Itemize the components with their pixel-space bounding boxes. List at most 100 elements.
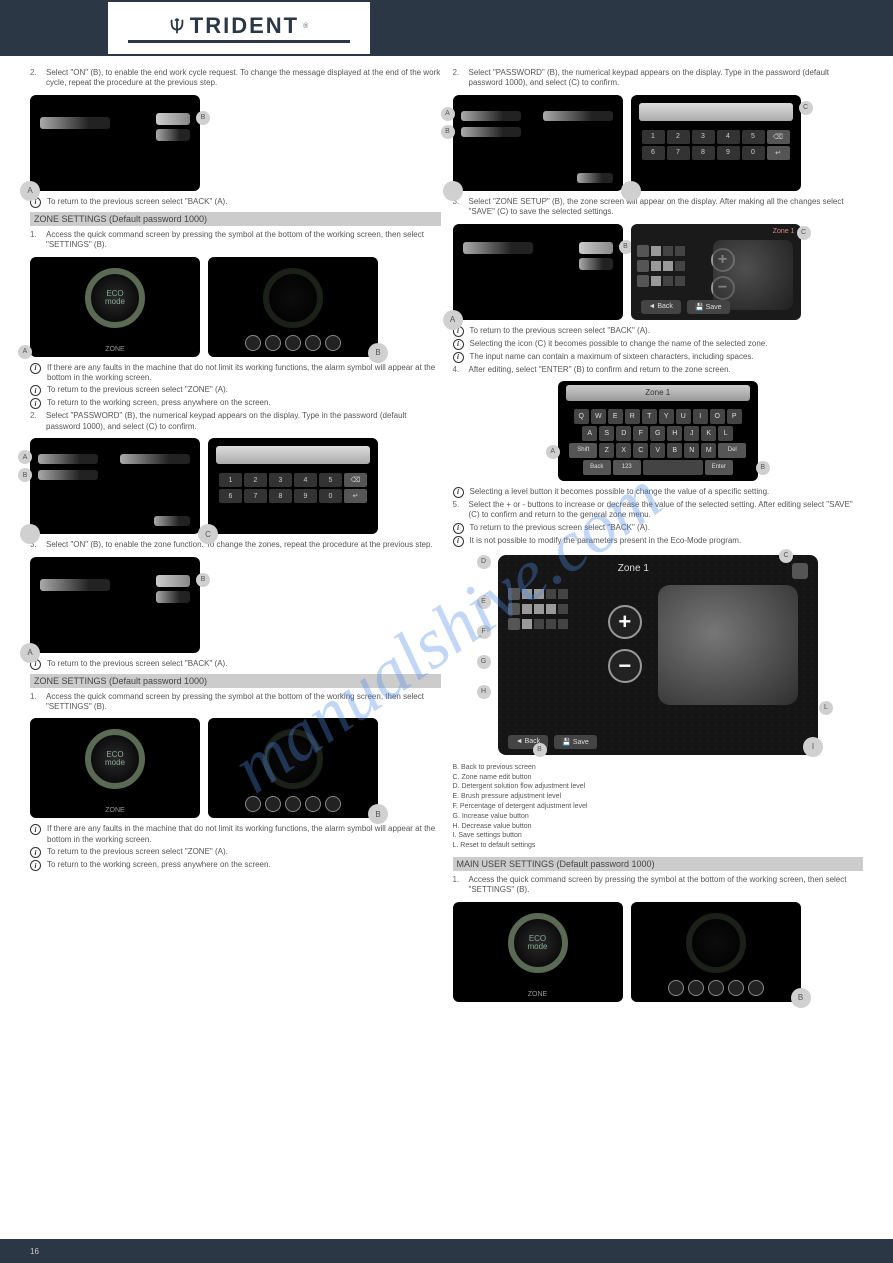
key[interactable]: 8 xyxy=(269,489,292,503)
pw-field[interactable] xyxy=(216,446,370,464)
level-box[interactable] xyxy=(663,276,673,286)
qkey[interactable]: O xyxy=(710,409,725,424)
key[interactable]: 6 xyxy=(219,489,242,503)
toggle[interactable] xyxy=(156,591,190,603)
quick-btn[interactable] xyxy=(688,980,704,996)
key-backspace[interactable]: ⌫ xyxy=(344,473,367,487)
level-box[interactable] xyxy=(546,604,556,614)
level-box[interactable] xyxy=(651,261,661,271)
menu-item[interactable] xyxy=(120,454,190,464)
qkey-123[interactable]: 123 xyxy=(613,460,641,475)
level-box[interactable] xyxy=(522,589,532,599)
back-button[interactable]: ◄ Back xyxy=(641,300,681,314)
key[interactable]: 1 xyxy=(219,473,242,487)
key-enter[interactable]: ↵ xyxy=(344,489,367,503)
level-box[interactable] xyxy=(663,246,673,256)
qkey[interactable]: W xyxy=(591,409,606,424)
qkey[interactable]: K xyxy=(701,426,716,441)
qkey[interactable]: I xyxy=(693,409,708,424)
key[interactable]: 3 xyxy=(269,473,292,487)
plus-button[interactable]: + xyxy=(608,605,642,639)
qkey[interactable]: P xyxy=(727,409,742,424)
level-box[interactable] xyxy=(522,604,532,614)
level-box[interactable] xyxy=(534,604,544,614)
quick-btn[interactable] xyxy=(245,796,261,812)
quick-btn[interactable] xyxy=(728,980,744,996)
level-box[interactable] xyxy=(558,619,568,629)
qkey[interactable]: X xyxy=(616,443,631,458)
key[interactable]: 8 xyxy=(692,146,715,160)
key[interactable]: 0 xyxy=(742,146,765,160)
edit-icon[interactable] xyxy=(792,563,808,579)
qkey[interactable]: V xyxy=(650,443,665,458)
minus-button[interactable]: − xyxy=(608,649,642,683)
key[interactable]: 2 xyxy=(244,473,267,487)
level-box[interactable] xyxy=(558,604,568,614)
level-box[interactable] xyxy=(651,246,661,256)
qkey[interactable]: C xyxy=(633,443,648,458)
toggle[interactable] xyxy=(156,575,190,587)
key[interactable]: 5 xyxy=(742,130,765,144)
qkey[interactable]: E xyxy=(608,409,623,424)
qkey[interactable]: A xyxy=(582,426,597,441)
level-box[interactable] xyxy=(546,589,556,599)
menu-btn[interactable] xyxy=(577,173,613,183)
quick-btn[interactable] xyxy=(265,796,281,812)
quick-btn[interactable] xyxy=(305,335,321,351)
key[interactable]: 1 xyxy=(642,130,665,144)
qkey-shift[interactable]: Shift xyxy=(569,443,597,458)
qkey-del[interactable]: Del xyxy=(718,443,746,458)
qkey[interactable]: T xyxy=(642,409,657,424)
qkey[interactable]: M xyxy=(701,443,716,458)
quick-btn[interactable] xyxy=(285,796,301,812)
qkey[interactable]: J xyxy=(684,426,699,441)
key[interactable]: 7 xyxy=(667,146,690,160)
key[interactable]: 7 xyxy=(244,489,267,503)
level-box[interactable] xyxy=(534,589,544,599)
key[interactable]: 4 xyxy=(717,130,740,144)
quick-btn[interactable] xyxy=(265,335,281,351)
level-box[interactable] xyxy=(546,619,556,629)
qkey[interactable]: D xyxy=(616,426,631,441)
qkey-back[interactable]: Back xyxy=(583,460,611,475)
level-box[interactable] xyxy=(675,276,685,286)
qkey[interactable]: Z xyxy=(599,443,614,458)
qkey[interactable]: U xyxy=(676,409,691,424)
toggle-on[interactable] xyxy=(156,113,190,125)
key[interactable]: 3 xyxy=(692,130,715,144)
quick-btn[interactable] xyxy=(285,335,301,351)
settings-btn[interactable] xyxy=(325,796,341,812)
qkey[interactable]: N xyxy=(684,443,699,458)
save-button[interactable]: 💾 Save xyxy=(687,300,730,314)
qkey[interactable]: L xyxy=(718,426,733,441)
key[interactable]: 9 xyxy=(294,489,317,503)
key[interactable]: 2 xyxy=(667,130,690,144)
key[interactable]: 5 xyxy=(319,473,342,487)
level-box[interactable] xyxy=(651,276,661,286)
toggle[interactable] xyxy=(579,258,613,270)
key-enter[interactable]: ↵ xyxy=(767,146,790,160)
qkey[interactable]: R xyxy=(625,409,640,424)
settings-btn[interactable] xyxy=(748,980,764,996)
key-backspace[interactable]: ⌫ xyxy=(767,130,790,144)
menu-item[interactable] xyxy=(543,111,613,121)
qkey[interactable]: B xyxy=(667,443,682,458)
qkey[interactable]: Q xyxy=(574,409,589,424)
pw-field[interactable] xyxy=(639,103,793,121)
save-button[interactable]: 💾 Save xyxy=(554,735,597,749)
quick-btn[interactable] xyxy=(668,980,684,996)
qkey-enter[interactable]: Enter xyxy=(705,460,733,475)
qkey-space[interactable] xyxy=(643,460,703,475)
quick-btn[interactable] xyxy=(245,335,261,351)
menu-btn[interactable] xyxy=(154,516,190,526)
key[interactable]: 0 xyxy=(319,489,342,503)
qkey[interactable]: F xyxy=(633,426,648,441)
settings-btn[interactable] xyxy=(325,335,341,351)
qkey[interactable]: G xyxy=(650,426,665,441)
toggle-off[interactable] xyxy=(156,129,190,141)
zone-name-field[interactable]: Zone 1 xyxy=(566,385,750,401)
level-box[interactable] xyxy=(675,261,685,271)
level-box[interactable] xyxy=(534,619,544,629)
quick-btn[interactable] xyxy=(305,796,321,812)
level-box[interactable] xyxy=(522,619,532,629)
